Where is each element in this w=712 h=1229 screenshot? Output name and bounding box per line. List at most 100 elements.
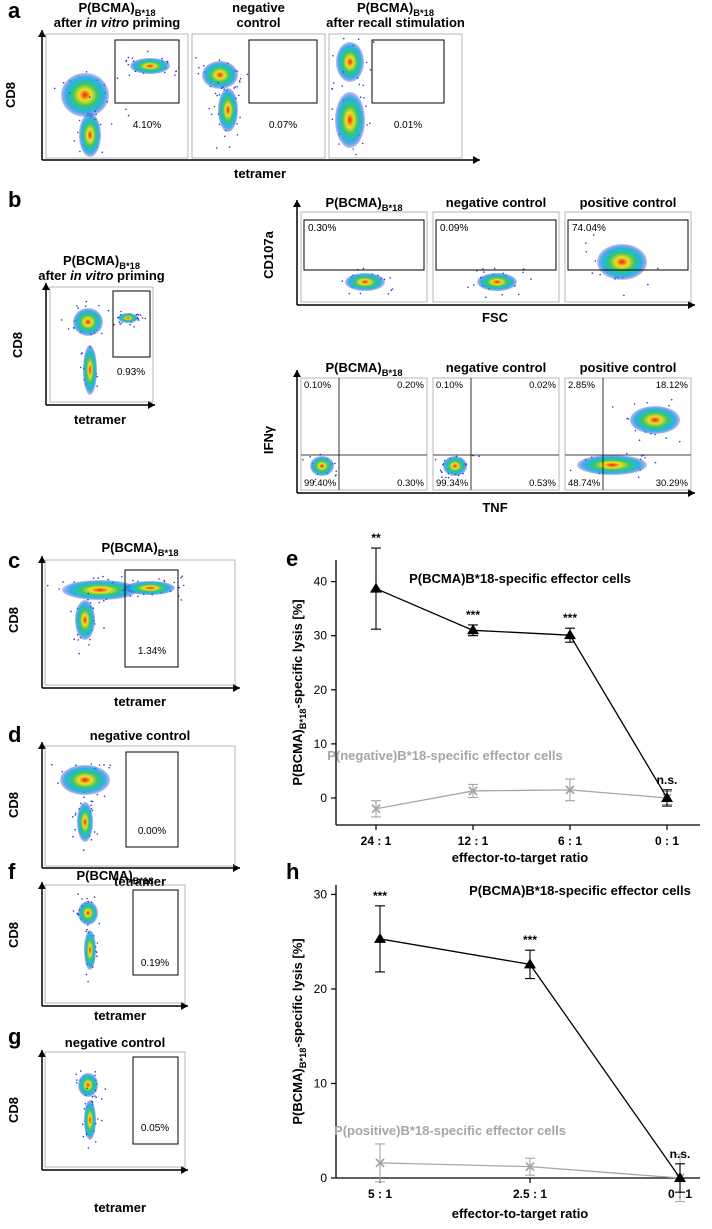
event-dot xyxy=(144,317,147,320)
event-dot xyxy=(90,800,93,803)
event-dot xyxy=(456,478,459,481)
significance-label: *** xyxy=(563,611,577,625)
panel-letter: b xyxy=(8,187,21,212)
plot-frame xyxy=(44,1051,186,1168)
event-dot xyxy=(101,1119,103,1122)
event-dot xyxy=(97,1118,99,1120)
event-dot xyxy=(359,96,362,98)
event-dot xyxy=(98,304,100,307)
significance-label: *** xyxy=(523,933,537,947)
label-segment: P(BCMA) xyxy=(78,0,134,15)
event-dot xyxy=(668,404,670,407)
event-dot xyxy=(434,458,437,461)
event-dot xyxy=(332,55,334,57)
event-dot xyxy=(334,462,336,465)
label: after in vitro priming xyxy=(54,15,180,30)
event-dot xyxy=(101,151,103,154)
x-axis-label: effector-to-target ratio xyxy=(452,1206,589,1221)
event-dot xyxy=(73,327,75,330)
density-cloud xyxy=(336,42,364,82)
y-tick-label: 0 xyxy=(320,791,327,805)
event-dot xyxy=(331,88,334,90)
event-dot xyxy=(75,764,77,766)
density-cloud xyxy=(77,802,93,842)
event-dot xyxy=(441,476,443,478)
label-segment: P(BCMA) xyxy=(290,729,305,785)
y-tick-label: 10 xyxy=(314,737,328,751)
density-cloud xyxy=(118,313,138,323)
gate-percentage: 0.00% xyxy=(138,826,166,837)
event-dot xyxy=(77,131,79,134)
label: P(BCMA)B*18-specific lysis [%] xyxy=(290,938,308,1124)
event-dot xyxy=(77,307,80,309)
event-dot xyxy=(640,455,643,457)
series-line xyxy=(375,588,668,799)
event-dot xyxy=(182,584,185,587)
event-dot xyxy=(103,599,105,602)
event-dot xyxy=(129,595,132,597)
label-segment: P(BCMA) xyxy=(76,868,132,883)
event-dot xyxy=(62,82,65,84)
gate xyxy=(132,889,179,976)
plot-frame xyxy=(44,745,236,867)
event-dot xyxy=(341,280,344,282)
event-dot xyxy=(79,1070,82,1072)
event-dot xyxy=(94,1074,96,1077)
axis-arrow xyxy=(181,1002,188,1010)
label-segment: B*18 xyxy=(382,368,403,378)
event-dot xyxy=(79,150,81,153)
event-dot xyxy=(74,828,76,831)
event-dot xyxy=(107,309,110,312)
event-dot xyxy=(654,461,657,464)
label-segment: positive control xyxy=(580,360,677,375)
event-dot xyxy=(113,323,115,326)
panel-letter: c xyxy=(8,548,20,573)
data-point xyxy=(524,958,536,969)
event-dot xyxy=(84,305,87,308)
plot-frame xyxy=(328,33,463,159)
significance-label: ** xyxy=(371,531,381,545)
event-dot xyxy=(174,74,176,76)
event-dot xyxy=(173,581,175,584)
event-dot xyxy=(87,598,89,601)
event-dot xyxy=(238,80,241,82)
density-cloud xyxy=(61,73,109,117)
data-point xyxy=(674,1172,686,1182)
label-segment: priming xyxy=(129,15,180,30)
gate-percentage: 4.10% xyxy=(133,120,161,131)
series-line xyxy=(375,789,668,810)
x-axis-label: effector-to-target ratio xyxy=(452,850,589,865)
event-dot xyxy=(599,273,601,276)
x-tick-label: 24 : 1 xyxy=(361,834,392,848)
label-segment: B*18 xyxy=(158,548,179,558)
event-dot xyxy=(127,63,130,66)
y-axis-label: CD8 xyxy=(6,922,21,948)
plot-frame xyxy=(45,33,189,159)
density-cloud xyxy=(78,901,98,925)
label-segment: B*18 xyxy=(413,8,434,18)
label: P(BCMA)B*18-specific lysis [%] xyxy=(290,599,308,785)
label: control xyxy=(236,15,280,30)
event-dot xyxy=(644,457,646,459)
label-segment: P(BCMA) xyxy=(63,253,119,268)
label-segment: after recall stimulation xyxy=(326,15,465,30)
event-dot xyxy=(74,812,77,815)
gate-percentage: 0.93% xyxy=(117,367,145,378)
event-dot xyxy=(81,352,83,354)
event-dot xyxy=(83,1108,86,1110)
event-dot xyxy=(670,398,673,401)
event-dot xyxy=(69,92,71,94)
event-dot xyxy=(623,294,625,297)
density-cloud xyxy=(202,61,238,89)
label: positive control xyxy=(580,360,677,375)
gate-percentage: 74.04% xyxy=(572,223,606,234)
event-dot xyxy=(73,581,76,583)
label-segment: B*18 xyxy=(298,1048,308,1069)
significance-label: n.s. xyxy=(670,1147,691,1161)
x-axis-label: tetramer xyxy=(94,1200,146,1215)
event-dot xyxy=(362,84,365,87)
event-dot xyxy=(89,638,91,641)
event-dot xyxy=(122,589,124,592)
event-dot xyxy=(331,118,334,121)
event-dot xyxy=(447,476,450,479)
